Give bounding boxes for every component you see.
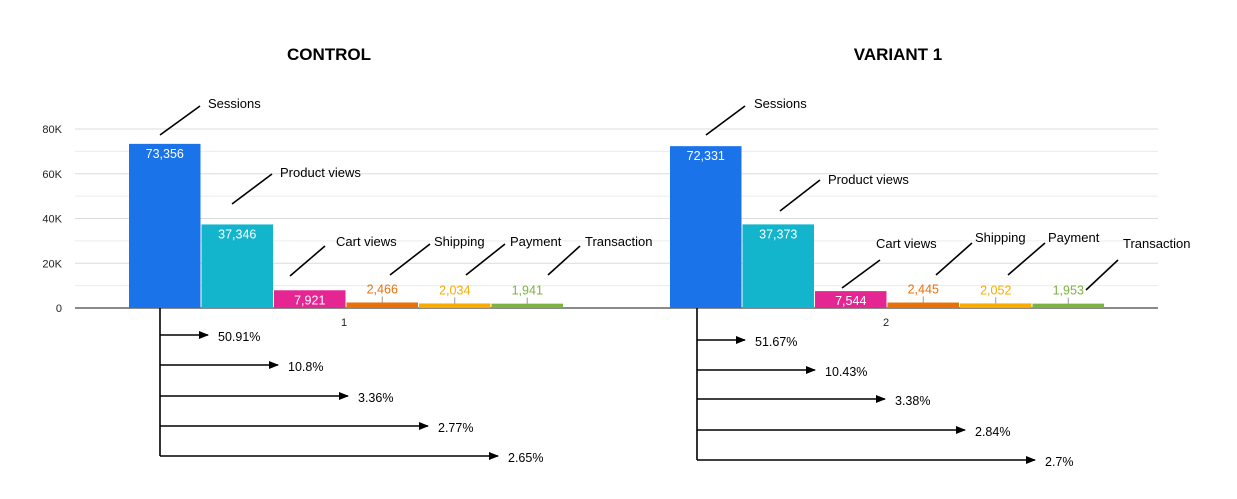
series-name-label: Shipping [975, 230, 1026, 245]
series-leader-line [289, 245, 326, 277]
bar [1032, 303, 1104, 308]
series-leader-line [935, 242, 973, 276]
bar-value-label: 2,034 [439, 283, 470, 297]
bar [201, 224, 273, 308]
bar-value-label: 1,941 [512, 284, 543, 298]
bar [742, 224, 814, 308]
panel-title: CONTROL [287, 45, 371, 64]
bar-value-label: 72,331 [687, 149, 725, 163]
series-leader-line [389, 243, 431, 276]
series-name-label: Product views [828, 172, 909, 187]
series-name-label: Shipping [434, 234, 485, 249]
y-tick-label: 0 [56, 303, 62, 315]
series-name-label: Payment [1048, 230, 1100, 245]
y-tick-label: 40K [42, 214, 62, 226]
series-leader-line [547, 245, 581, 276]
series-name-label: Payment [510, 234, 562, 249]
conversion-rate-label: 2.65% [508, 451, 543, 465]
y-tick-label: 60K [42, 169, 62, 181]
conversion-rate-label: 10.8% [288, 360, 323, 374]
conversion-rate-label: 51.67% [755, 335, 797, 349]
series-name-label: Cart views [876, 236, 937, 251]
bar [960, 303, 1032, 308]
bar [670, 146, 742, 308]
bar [815, 291, 887, 308]
bar [274, 290, 346, 308]
bar-value-label: 7,921 [294, 293, 325, 307]
conversion-rate-label: 50.91% [218, 330, 260, 344]
bar-value-label: 7,544 [835, 294, 866, 308]
bar [887, 302, 959, 308]
conversion-rate-label: 3.36% [358, 391, 393, 405]
panel-title: VARIANT 1 [854, 45, 942, 64]
conversion-rate-label: 3.38% [895, 394, 930, 408]
series-leader-line [779, 179, 821, 212]
bars [129, 143, 1104, 308]
x-category-label: 1 [341, 317, 347, 329]
bar-value-label: 73,356 [146, 147, 184, 161]
series-leader-line [231, 173, 273, 205]
conversion-rate-label: 2.77% [438, 421, 473, 435]
bar-value-label: 37,346 [218, 227, 256, 241]
bar [346, 302, 418, 308]
bar-value-label: 37,373 [759, 227, 797, 241]
y-axis: 80K 60K 40K 20K 0 [42, 124, 62, 315]
bar-value-label: 1,953 [1053, 284, 1084, 298]
series-leader-line [705, 105, 746, 136]
series-leader-line [159, 105, 201, 136]
series-name-label: Transaction [585, 234, 652, 249]
y-tick-label: 20K [42, 258, 62, 270]
series-name-label: Transaction [1123, 236, 1190, 251]
conversion-rate-label: 2.84% [975, 425, 1010, 439]
series-leader-line [1007, 242, 1046, 276]
bar [419, 303, 491, 308]
conversion-arrows: 50.91% 10.8% 3.36% 2.77% 2.65% 51.67% 10.43% 3.… [159, 308, 1074, 469]
series-name-label: Cart views [336, 234, 397, 249]
series-leader-line [841, 259, 881, 289]
x-category-label: 2 [883, 317, 889, 329]
bar-value-label: 2,445 [908, 283, 939, 297]
series-leader-line [1085, 259, 1119, 291]
conversion-rate-label: 2.7% [1045, 455, 1074, 469]
bar-value-label: 2,052 [980, 283, 1011, 297]
series-leader-line [465, 243, 506, 276]
labels: CONTROL 1 73,356 Sessions 37,346 Product view… [146, 45, 1191, 329]
y-tick-label: 80K [42, 124, 62, 136]
bar [491, 303, 563, 308]
series-name-label: Sessions [754, 96, 807, 111]
bar-value-label: 2,466 [367, 282, 398, 296]
conversion-rate-label: 10.43% [825, 365, 867, 379]
bar [129, 143, 201, 308]
series-name-label: Sessions [208, 96, 261, 111]
series-name-label: Product views [280, 165, 361, 180]
